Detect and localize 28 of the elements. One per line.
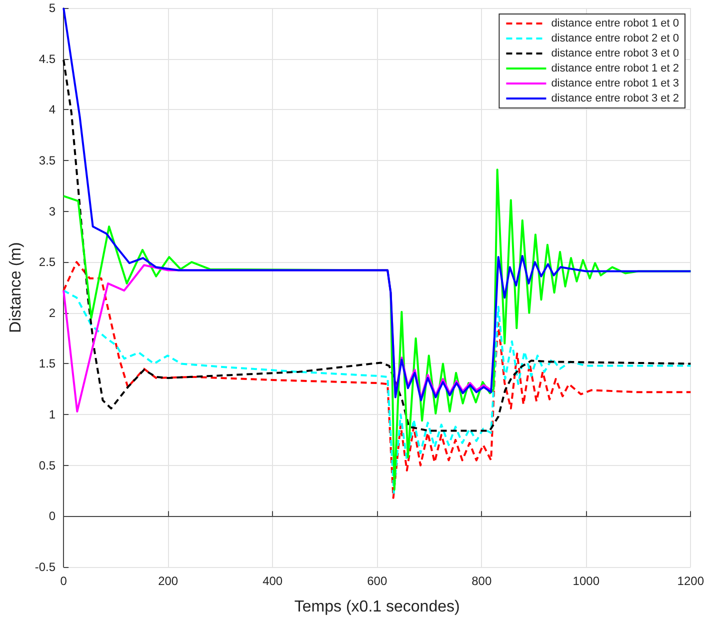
legend-label: distance entre robot 3 et 2 (551, 92, 680, 104)
y-tick-label: 4 (48, 102, 56, 117)
y-tick-label: 5 (48, 1, 56, 15)
legend-label: distance entre robot 1 et 3 (551, 78, 680, 90)
legend-label: distance entre robot 2 et 0 (551, 32, 680, 44)
x-tick-label: 600 (367, 574, 388, 588)
y-tick-label: 0 (48, 509, 56, 524)
y-tick-label: 4.5 (38, 52, 56, 66)
y-tick-label: 3 (48, 204, 56, 218)
line-series (62, 58, 692, 432)
x-tick-label: 800 (472, 574, 492, 588)
x-tick-label: 400 (262, 574, 283, 588)
y-tick-label: -0.5 (34, 560, 56, 574)
y-tick-label: 1.5 (38, 356, 56, 371)
x-tick-label: 1200 (677, 574, 704, 588)
legend-label: distance entre robot 1 et 2 (551, 62, 680, 74)
x-tick-label: 200 (158, 574, 178, 588)
legend-label: distance entre robot 1 et 0 (551, 18, 680, 30)
y-tick-label: 1 (48, 408, 56, 422)
x-axis-title: Temps (x0.1 secondes) (294, 598, 460, 616)
x-tick-label: 1000 (572, 574, 600, 588)
y-tick-label: 2 (48, 306, 56, 320)
y-tick-label: 3.5 (38, 153, 56, 168)
y-tick-label: 0.5 (38, 458, 56, 472)
legend-label: distance entre robot 3 et 0 (551, 48, 680, 60)
y-axis-title: Distance (m) (8, 242, 24, 333)
x-tick-label: 0 (60, 574, 68, 588)
y-tick-label: 2.5 (38, 255, 56, 270)
